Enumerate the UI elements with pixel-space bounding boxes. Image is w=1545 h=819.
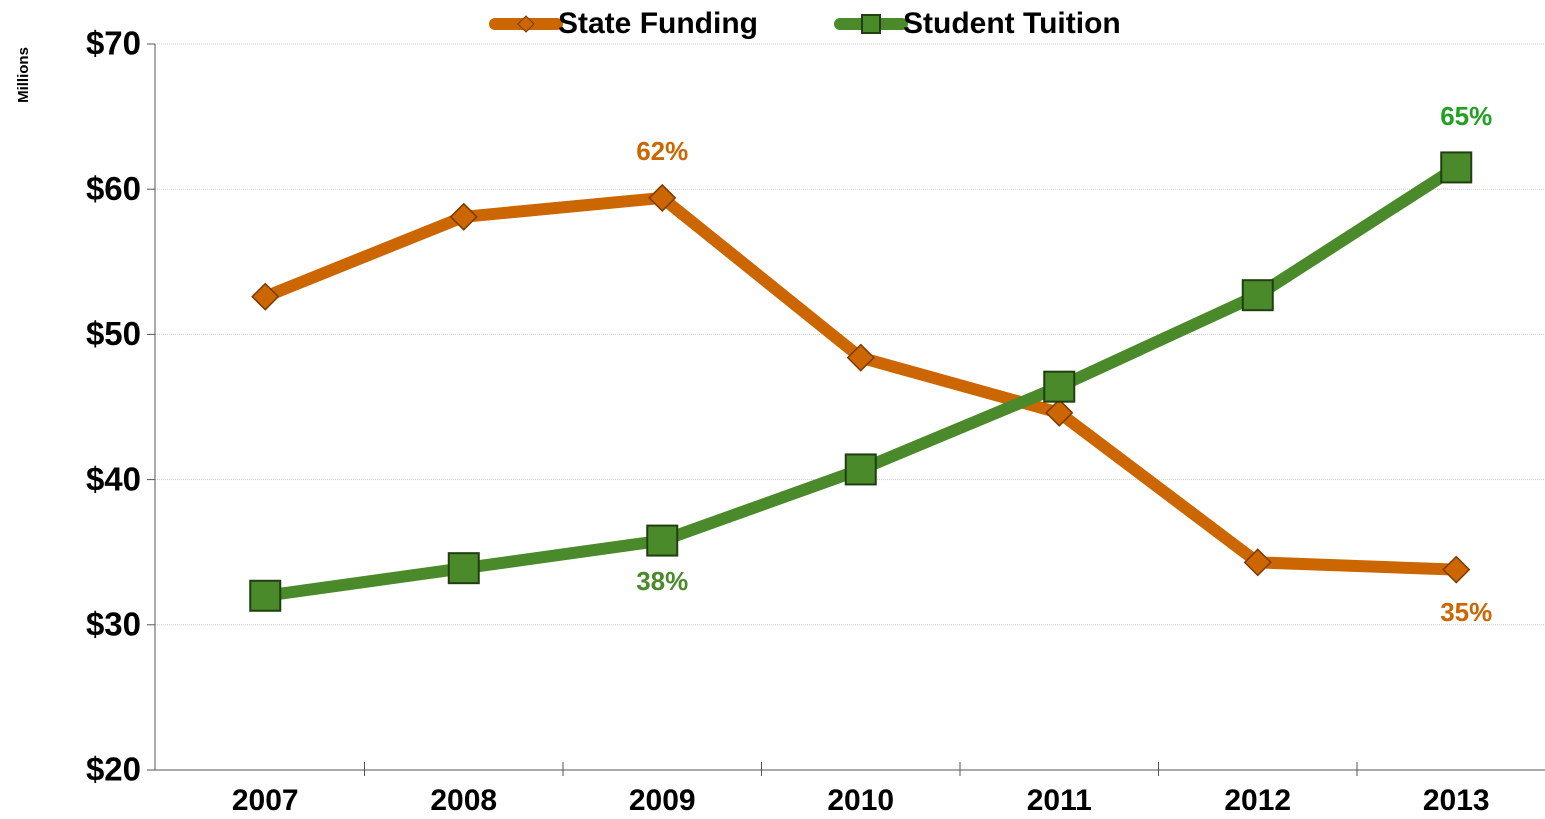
- marker-square: [249, 579, 282, 612]
- marker-square: [1241, 279, 1274, 312]
- marker-diamond: [449, 202, 478, 231]
- legend-label: State Funding: [558, 7, 758, 40]
- marker-square: [1440, 151, 1473, 184]
- marker-square: [646, 524, 679, 557]
- x-tick-label: 2010: [827, 784, 894, 817]
- y-tick-label: $50: [86, 315, 141, 352]
- y-tick-label: $60: [86, 170, 141, 207]
- y-tick-label: $30: [86, 606, 141, 643]
- annotation: 62%: [636, 136, 688, 166]
- marker-diamond: [1045, 398, 1074, 427]
- y-tick-label: $20: [86, 751, 141, 788]
- y-tick-label: $40: [86, 460, 141, 497]
- marker-square: [844, 453, 877, 486]
- annotation: 65%: [1440, 101, 1492, 131]
- series-line: [263, 191, 1457, 576]
- x-tick-label: 2012: [1224, 784, 1291, 817]
- legend-label: Student Tuition: [903, 7, 1121, 40]
- marker-square: [447, 552, 480, 585]
- annotation: 35%: [1440, 597, 1492, 627]
- x-tick-label: 2009: [629, 784, 696, 817]
- series-line: [264, 162, 1460, 602]
- marker-diamond: [1442, 555, 1471, 584]
- legend-marker: [861, 14, 881, 34]
- y-axis-label: Millions: [15, 47, 32, 103]
- x-tick-label: 2008: [430, 784, 497, 817]
- marker-diamond: [846, 343, 875, 372]
- marker-diamond: [251, 282, 280, 311]
- marker-diamond: [648, 183, 677, 212]
- legend-marker: [517, 15, 535, 33]
- x-tick-label: 2013: [1423, 784, 1490, 817]
- x-tick-label: 2007: [232, 784, 299, 817]
- marker-square: [1043, 370, 1076, 403]
- marker-diamond: [1243, 548, 1272, 577]
- y-tick-label: $70: [86, 25, 141, 62]
- annotation: 38%: [636, 566, 688, 596]
- x-tick-label: 2011: [1027, 784, 1092, 817]
